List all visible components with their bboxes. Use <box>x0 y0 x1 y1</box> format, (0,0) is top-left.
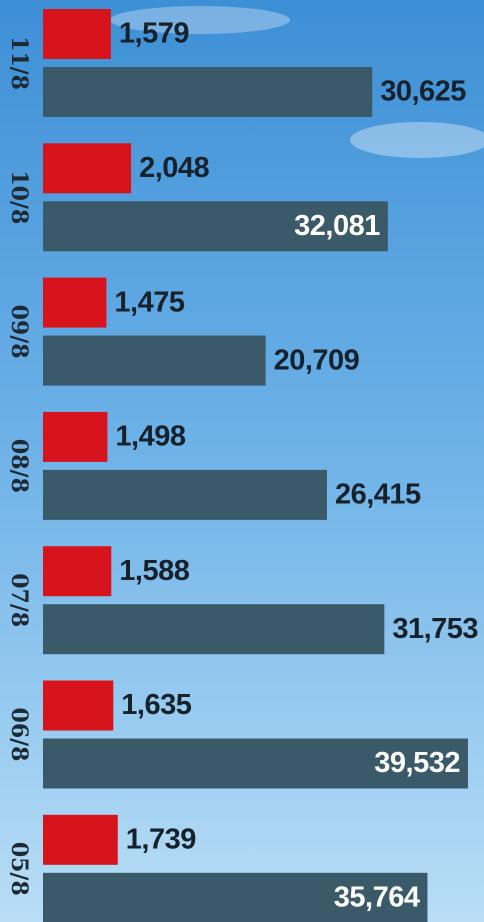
category-label: 06/8 <box>6 708 32 762</box>
value-label: 35,764 <box>334 881 420 913</box>
bar <box>43 412 107 462</box>
bar <box>43 278 106 328</box>
bar <box>43 604 384 654</box>
value-label: 1,635 <box>121 689 191 721</box>
value-label: 1,588 <box>119 555 189 587</box>
value-label: 1,579 <box>119 18 189 50</box>
bar <box>43 681 113 731</box>
bar <box>43 546 111 596</box>
category-label: 08/8 <box>6 439 32 493</box>
bar <box>43 815 118 865</box>
category-label: 11/8 <box>6 36 32 90</box>
category-label: 07/8 <box>6 573 32 627</box>
value-label: 31,753 <box>392 613 478 645</box>
bar <box>43 143 131 193</box>
cloud <box>350 122 484 158</box>
value-label: 26,415 <box>335 479 421 511</box>
category-label: 05/8 <box>6 842 32 896</box>
value-label: 39,532 <box>374 747 460 779</box>
bar <box>43 67 372 117</box>
value-label: 1,475 <box>114 286 184 318</box>
category-label: 09/8 <box>6 305 32 359</box>
bar <box>43 9 111 59</box>
value-label: 30,625 <box>380 76 466 108</box>
bar <box>43 470 327 520</box>
chart: 11/8 1,579 30,625 10/8 2,048 32,081 09/8 1,475 2… <box>0 0 484 922</box>
value-label: 1,739 <box>126 823 196 855</box>
category-label: 10/8 <box>6 170 32 224</box>
value-label: 2,048 <box>139 152 209 184</box>
value-label: 1,498 <box>115 421 185 453</box>
value-label: 20,709 <box>274 344 360 376</box>
bar <box>43 336 266 386</box>
value-label: 32,081 <box>294 210 380 242</box>
page: {"chart_data": {"type": "hbar", "categor… <box>0 0 484 922</box>
